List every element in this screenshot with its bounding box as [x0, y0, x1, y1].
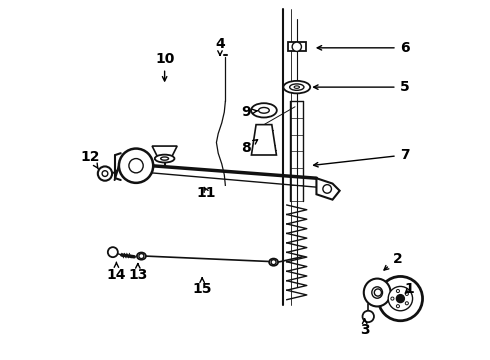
Text: 6: 6 [317, 41, 409, 55]
Text: 5: 5 [314, 80, 409, 94]
Text: 15: 15 [193, 278, 212, 296]
Text: 11: 11 [197, 185, 217, 199]
Circle shape [363, 311, 374, 322]
Circle shape [388, 287, 413, 311]
Ellipse shape [269, 258, 278, 266]
Polygon shape [288, 42, 306, 51]
Ellipse shape [259, 108, 270, 113]
Ellipse shape [155, 155, 174, 162]
Text: 2: 2 [384, 252, 402, 270]
Ellipse shape [251, 103, 277, 117]
Circle shape [108, 247, 118, 257]
Polygon shape [251, 125, 276, 155]
Text: 1: 1 [405, 282, 415, 296]
Ellipse shape [294, 86, 299, 88]
Circle shape [374, 289, 381, 296]
Circle shape [292, 42, 301, 51]
Ellipse shape [161, 157, 169, 160]
Circle shape [271, 260, 276, 265]
Circle shape [129, 158, 143, 173]
Circle shape [119, 149, 153, 183]
Ellipse shape [137, 252, 146, 260]
Circle shape [391, 297, 394, 300]
Circle shape [396, 289, 399, 293]
Text: 4: 4 [215, 37, 225, 55]
Circle shape [98, 166, 112, 181]
Circle shape [323, 185, 331, 193]
Text: 13: 13 [128, 264, 147, 282]
Ellipse shape [283, 81, 310, 93]
Text: 14: 14 [107, 262, 126, 282]
Circle shape [396, 294, 404, 303]
Ellipse shape [372, 287, 383, 298]
Polygon shape [152, 146, 177, 157]
Circle shape [378, 276, 422, 321]
Circle shape [405, 302, 408, 305]
Text: 10: 10 [155, 51, 174, 81]
Text: 8: 8 [242, 140, 258, 155]
Ellipse shape [364, 279, 391, 306]
Circle shape [396, 305, 399, 308]
Text: 9: 9 [242, 105, 257, 119]
Ellipse shape [290, 84, 304, 90]
Text: 7: 7 [314, 148, 409, 167]
Circle shape [102, 171, 108, 176]
Circle shape [405, 292, 408, 296]
Polygon shape [317, 178, 340, 200]
Circle shape [139, 253, 144, 258]
Text: 12: 12 [81, 150, 100, 169]
Text: 3: 3 [360, 319, 369, 337]
